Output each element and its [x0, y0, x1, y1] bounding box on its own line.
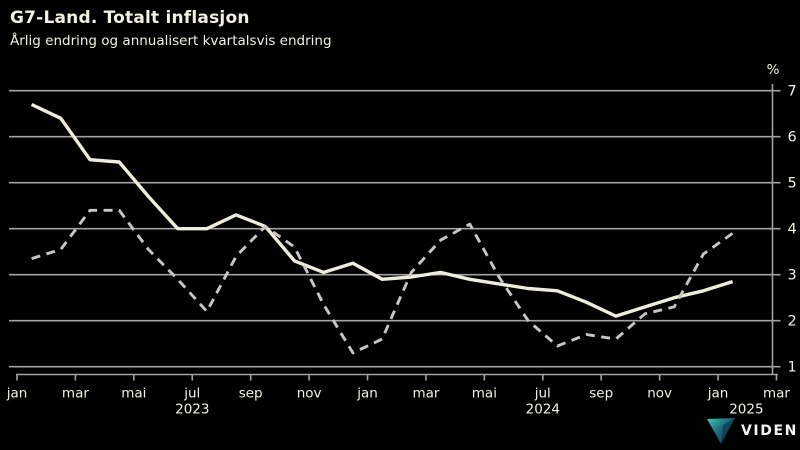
x-axis-tick-label: nov — [297, 386, 322, 402]
brand-logo: VIDEN — [706, 417, 798, 445]
annualized-quarterly-change-line — [31, 208, 734, 355]
x-axis-tick-label: mar — [412, 386, 439, 402]
x-axis-tick-label: jul — [534, 386, 551, 402]
brand-logo-text: VIDEN — [741, 423, 798, 439]
x-axis-year-label: 2024 — [526, 402, 560, 418]
brand-logo-icon — [707, 418, 735, 444]
x-axis-tick-label: jul — [183, 386, 200, 402]
chart-title: G7-Land. Totalt inflasjon — [10, 8, 250, 28]
x-axis-tick-label: mai — [121, 386, 146, 402]
x-axis-tick-label: nov — [647, 386, 672, 402]
x-axis-year-label: 2023 — [175, 402, 209, 418]
y-axis-tick-label: 6 — [788, 130, 797, 146]
x-axis-tick-label: jan — [356, 386, 378, 402]
y-axis-unit-label: % — [767, 62, 780, 78]
x-axis-year-label: 2025 — [729, 402, 763, 418]
y-axis-tick-label: 2 — [788, 314, 797, 330]
y-axis-tick-label: 4 — [788, 222, 797, 238]
x-axis-tick-label: mar — [62, 386, 89, 402]
x-axis-tick-label: jan — [707, 386, 729, 402]
y-axis-tick-label: 1 — [788, 360, 797, 376]
x-axis-tick-label: sep — [589, 386, 613, 402]
y-axis-tick-label: 5 — [788, 176, 797, 192]
x-axis-tick-label: mai — [472, 386, 497, 402]
x-axis-tick-label: jan — [6, 386, 28, 402]
x-axis-tick-label: sep — [239, 386, 263, 402]
y-axis-tick-label: 3 — [788, 268, 797, 284]
x-axis-tick-label: mar — [763, 386, 790, 402]
y-axis-tick-label: 7 — [788, 84, 797, 100]
annual-change-line — [30, 102, 734, 318]
chart-subtitle: Årlig endring og annualisert kvartalsvis… — [10, 33, 332, 49]
